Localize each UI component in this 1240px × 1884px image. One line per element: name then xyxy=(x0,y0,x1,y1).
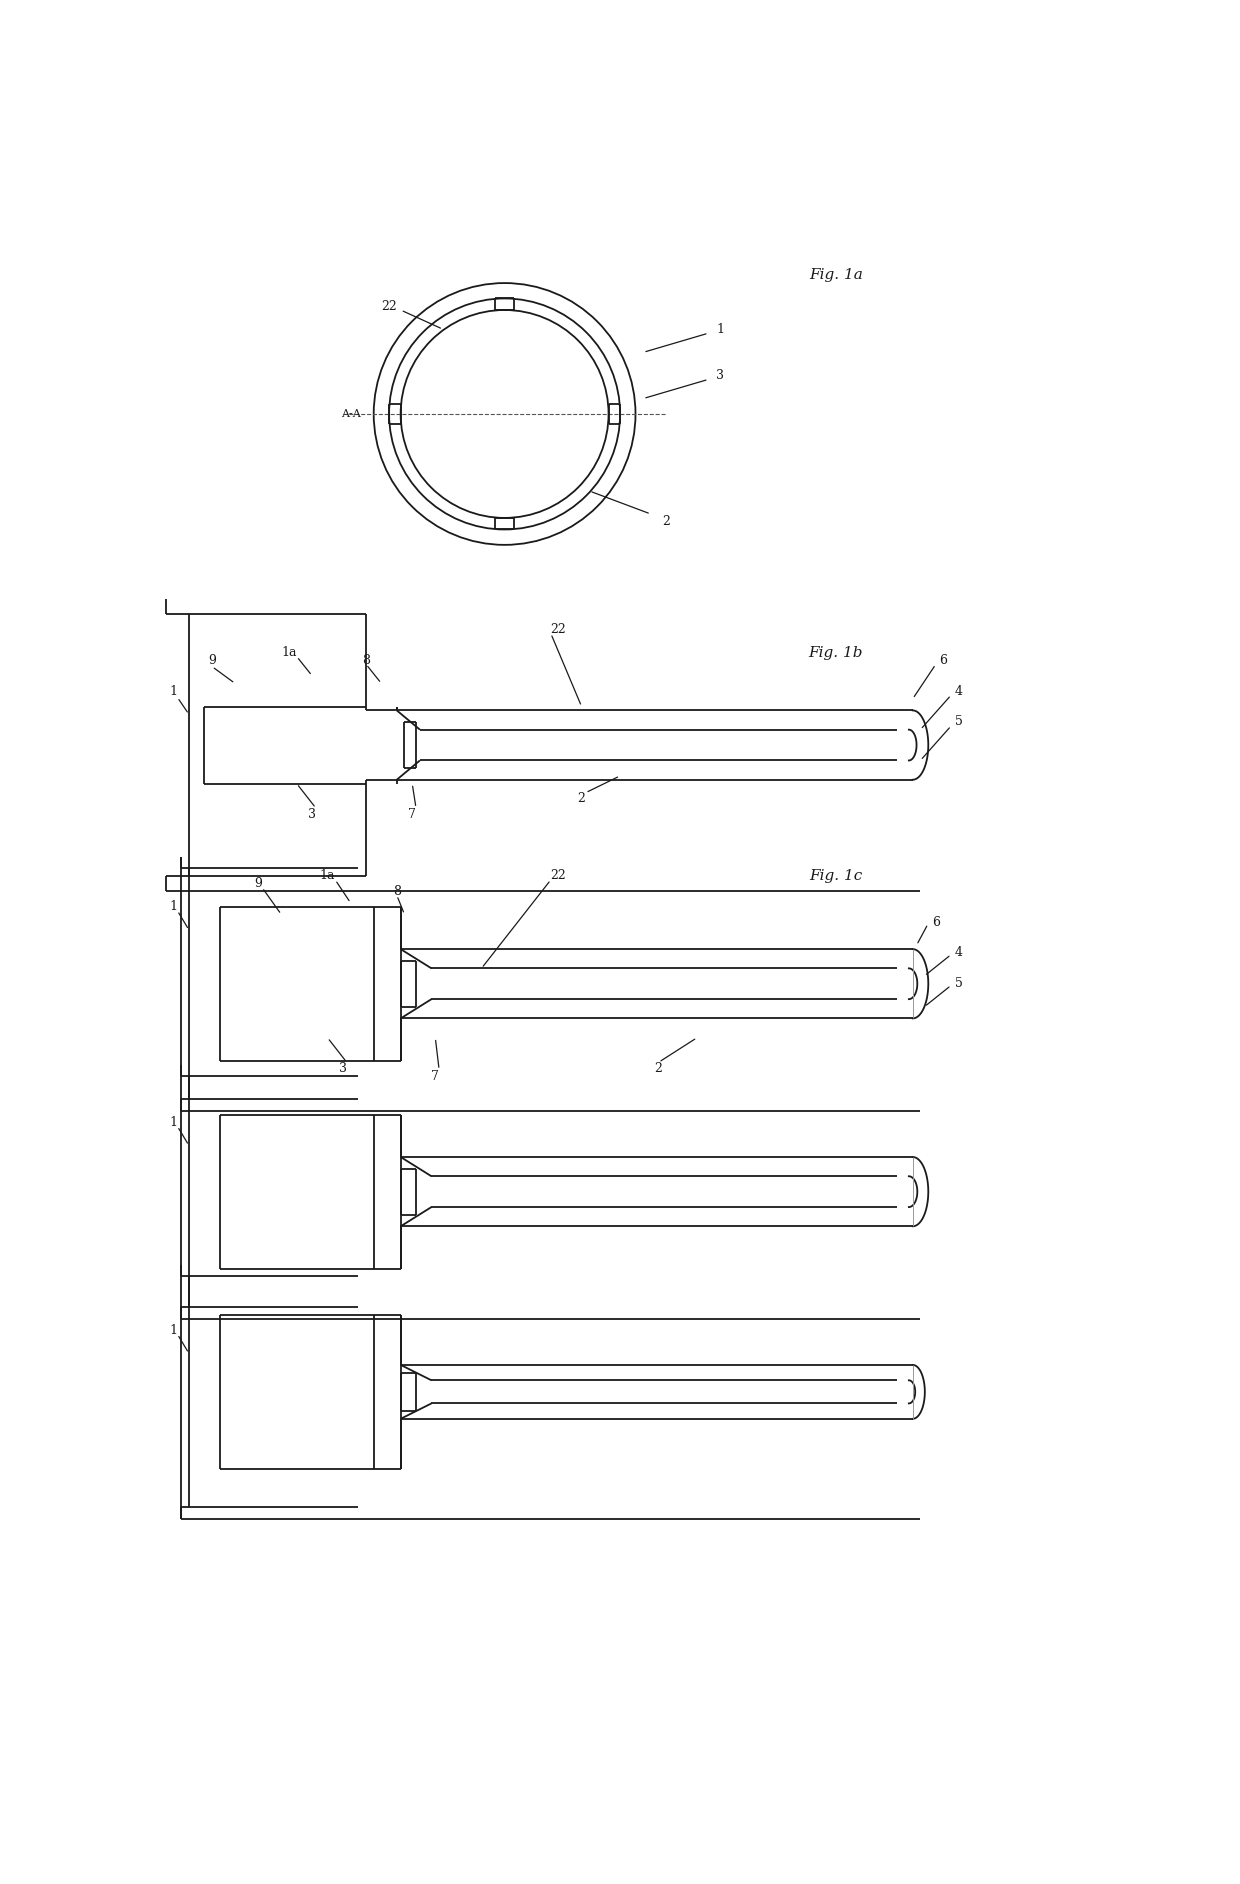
Text: 4: 4 xyxy=(955,684,963,697)
Text: 9: 9 xyxy=(254,878,262,889)
Text: 2: 2 xyxy=(662,514,671,528)
Text: Fig. 1a: Fig. 1a xyxy=(808,268,863,283)
Text: 1: 1 xyxy=(170,901,177,914)
Text: 7: 7 xyxy=(432,1070,439,1083)
Text: 8: 8 xyxy=(362,654,370,667)
Text: 6: 6 xyxy=(940,654,947,667)
Text: 3: 3 xyxy=(339,1063,347,1076)
Text: 22: 22 xyxy=(551,624,567,637)
Text: 5: 5 xyxy=(955,978,962,991)
Text: 1: 1 xyxy=(717,322,724,335)
Text: 2: 2 xyxy=(655,1063,662,1076)
Text: 1a: 1a xyxy=(320,869,335,882)
Text: 5: 5 xyxy=(955,716,962,729)
Text: 22: 22 xyxy=(551,869,567,882)
Text: 4: 4 xyxy=(955,946,963,959)
Text: 2: 2 xyxy=(578,793,585,806)
Text: 9: 9 xyxy=(208,654,216,667)
Text: 1: 1 xyxy=(170,1324,177,1338)
Text: 1: 1 xyxy=(170,1115,177,1129)
Text: 1: 1 xyxy=(170,684,177,697)
Text: Fig. 1b: Fig. 1b xyxy=(808,646,863,659)
Text: 3: 3 xyxy=(308,808,316,821)
Text: 22: 22 xyxy=(381,300,397,313)
Text: 1a: 1a xyxy=(281,646,296,659)
Text: Fig. 1c: Fig. 1c xyxy=(808,869,862,884)
Text: A-A: A-A xyxy=(341,409,361,418)
Text: 6: 6 xyxy=(931,916,940,929)
Text: 7: 7 xyxy=(408,808,417,821)
Text: 3: 3 xyxy=(717,369,724,382)
Text: 8: 8 xyxy=(393,885,401,899)
